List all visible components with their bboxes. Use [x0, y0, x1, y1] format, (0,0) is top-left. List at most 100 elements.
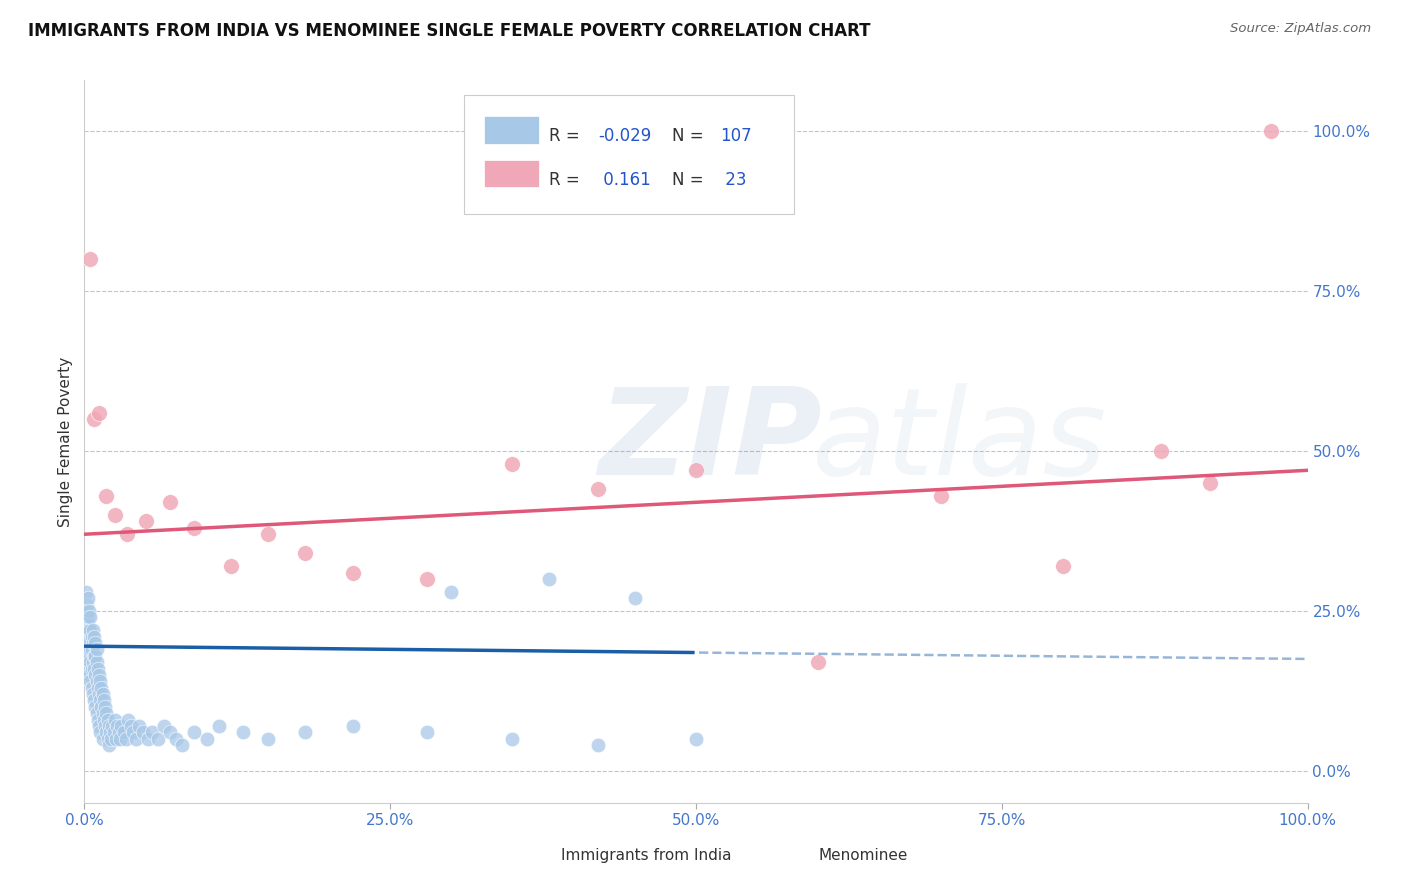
Point	[80, 642, 103, 657]
Point	[79, 610, 101, 624]
Point	[146, 731, 169, 746]
Point	[117, 713, 139, 727]
Point	[183, 725, 205, 739]
Bar	[776, 838, 810, 862]
Point	[100, 731, 122, 746]
Point	[87, 406, 110, 420]
Point	[87, 687, 110, 701]
Point	[112, 725, 135, 739]
Point	[80, 681, 103, 695]
Point	[1150, 444, 1173, 458]
Text: -0.029: -0.029	[598, 128, 651, 145]
Point	[91, 706, 114, 721]
Point	[80, 630, 103, 644]
Point	[115, 527, 138, 541]
FancyBboxPatch shape	[464, 95, 794, 214]
Point	[77, 591, 100, 606]
Point	[502, 457, 524, 471]
Point	[104, 713, 127, 727]
Point	[87, 713, 110, 727]
Text: 107: 107	[720, 128, 752, 145]
Point	[110, 719, 132, 733]
Text: R =: R =	[550, 128, 585, 145]
Text: R =: R =	[550, 170, 585, 188]
Point	[83, 630, 105, 644]
Point	[624, 591, 647, 606]
Point	[807, 655, 830, 669]
Point	[75, 623, 97, 637]
Point	[96, 489, 118, 503]
Point	[257, 527, 280, 541]
Point	[91, 731, 114, 746]
Point	[685, 731, 707, 746]
Point	[97, 738, 120, 752]
Point	[96, 725, 118, 739]
Point	[1198, 476, 1220, 491]
Point	[79, 674, 101, 689]
Point	[83, 661, 105, 675]
Point	[86, 706, 108, 721]
Bar	[484, 116, 540, 144]
Point	[86, 674, 108, 689]
Point	[83, 693, 105, 707]
Point	[538, 572, 561, 586]
Point	[79, 623, 101, 637]
Point	[90, 681, 112, 695]
Point	[416, 725, 439, 739]
Text: IMMIGRANTS FROM INDIA VS MENOMINEE SINGLE FEMALE POVERTY CORRELATION CHART: IMMIGRANTS FROM INDIA VS MENOMINEE SINGL…	[28, 22, 870, 40]
Point	[76, 648, 98, 663]
Point	[77, 610, 100, 624]
Point	[77, 604, 100, 618]
Point	[94, 719, 117, 733]
Point	[87, 681, 110, 695]
Point	[1052, 559, 1074, 574]
Point	[96, 706, 118, 721]
Point	[89, 725, 111, 739]
Point	[103, 725, 125, 739]
Point	[75, 636, 97, 650]
Point	[219, 559, 242, 574]
Point	[135, 515, 157, 529]
Point	[120, 719, 142, 733]
Point	[77, 636, 100, 650]
Point	[93, 693, 115, 707]
Text: Source: ZipAtlas.com: Source: ZipAtlas.com	[1230, 22, 1371, 36]
Point	[77, 661, 100, 675]
Point	[94, 699, 117, 714]
Point	[87, 719, 110, 733]
Point	[136, 731, 159, 746]
Point	[122, 725, 145, 739]
Point	[91, 687, 114, 701]
Point	[98, 725, 121, 739]
Point	[1260, 124, 1282, 138]
Point	[87, 668, 110, 682]
Point	[105, 731, 128, 746]
Point	[101, 719, 124, 733]
Text: N =: N =	[672, 170, 709, 188]
Point	[77, 623, 100, 637]
Point	[141, 725, 163, 739]
Point	[97, 731, 120, 746]
Point	[294, 546, 316, 560]
Point	[79, 655, 101, 669]
Point	[76, 636, 98, 650]
Text: atlas: atlas	[813, 383, 1108, 500]
Point	[86, 655, 108, 669]
Point	[132, 725, 155, 739]
Point	[83, 412, 105, 426]
Point	[342, 566, 364, 580]
Point	[87, 661, 110, 675]
Point	[89, 674, 111, 689]
Point	[107, 725, 129, 739]
Point	[159, 725, 181, 739]
Point	[76, 598, 98, 612]
Point	[89, 693, 111, 707]
Point	[97, 719, 120, 733]
Point	[84, 648, 107, 663]
Point	[159, 495, 181, 509]
Point	[208, 719, 231, 733]
Point	[183, 521, 205, 535]
Point	[76, 616, 98, 631]
Point	[108, 731, 131, 746]
Point	[105, 719, 128, 733]
